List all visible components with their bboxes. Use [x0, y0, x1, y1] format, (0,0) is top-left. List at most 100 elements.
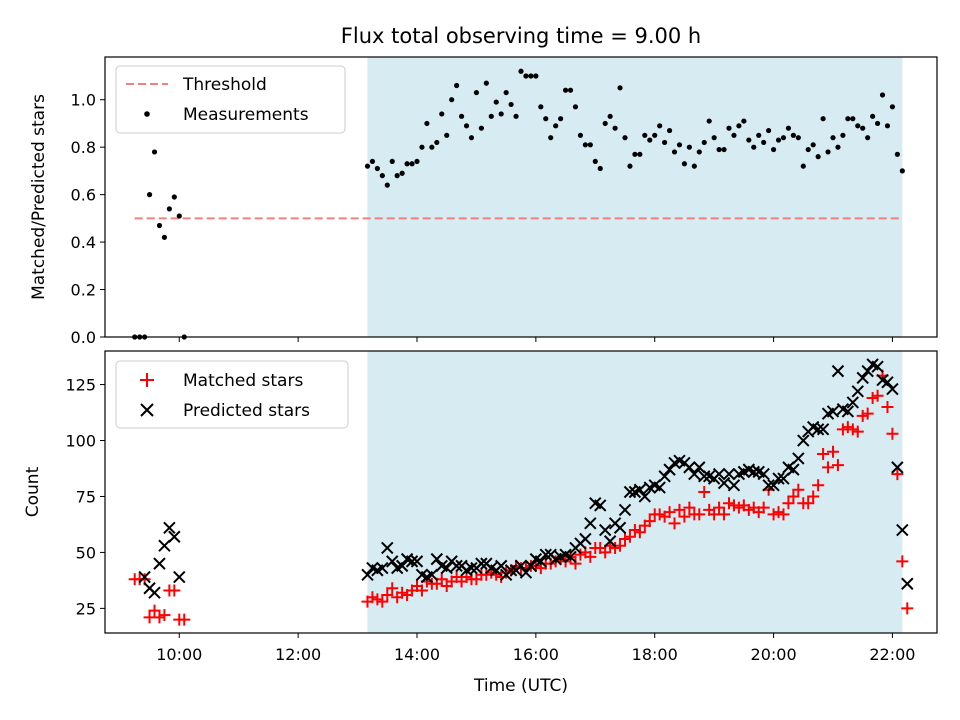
predicted-star-point — [173, 570, 186, 584]
measurement-point — [736, 123, 742, 129]
predicted-star-point — [722, 467, 736, 481]
predicted-star-point — [881, 376, 894, 389]
measurement-point — [637, 151, 643, 157]
predicted-star-point — [440, 561, 453, 575]
ratio-panel: 0.0 0.2 0.4 0.6 0.8 1.0 Matched/Predicted sta… — [29, 56, 938, 347]
measurement-point — [374, 165, 380, 172]
matched-star-point — [678, 510, 691, 523]
legend-matched-label: Matched stars — [183, 371, 303, 391]
count-y-axis-label: Count — [23, 466, 43, 517]
measurement-point — [364, 163, 371, 169]
predicted-star-point — [683, 461, 696, 474]
x-tick-label: 22:00 — [869, 645, 915, 664]
predicted-star-point — [475, 557, 488, 570]
matched-star-point — [643, 515, 656, 528]
x-tick-label: 18:00 — [632, 645, 678, 664]
predicted-star-point — [762, 479, 775, 492]
measurement-point — [775, 137, 782, 143]
measurement-point — [548, 135, 554, 141]
y-tick-label: 125 — [65, 376, 96, 395]
ratio-panel-shaded-span — [367, 57, 903, 337]
measurement-point — [711, 135, 717, 141]
matched-star-point — [623, 530, 636, 543]
x-axis-label: Time (UTC) — [473, 676, 568, 696]
count-panel: 25 50 75 100 125 10:00 12:00 14:00 16:00 18:00 20… — [23, 350, 938, 696]
matched-star-point — [831, 459, 844, 472]
legend-threshold-label: Threshold — [182, 75, 267, 95]
matched-star-point — [812, 479, 825, 492]
measurement-point — [151, 149, 158, 155]
measurement-point — [449, 97, 455, 103]
predicted-star-point — [787, 463, 800, 476]
measurement-point — [468, 135, 475, 141]
measurement-point — [696, 149, 702, 155]
matched-star-point — [683, 501, 696, 514]
matched-star-point — [807, 490, 820, 503]
predicted-star-point — [494, 559, 508, 573]
predicted-star-point — [777, 472, 790, 485]
measurement-point — [399, 170, 405, 176]
predicted-star-point — [430, 552, 444, 566]
predicted-star-point — [841, 405, 855, 418]
matched-star-point — [569, 557, 582, 570]
measurement-point — [899, 168, 905, 174]
matched-star-point — [777, 508, 790, 521]
count-legend: Matched stars Predicted stars — [115, 360, 349, 429]
measurement-point — [746, 137, 752, 143]
predicted-star-point — [163, 521, 176, 535]
measurement-point — [726, 125, 732, 131]
predicted-star-point — [663, 463, 676, 476]
matched-star-point — [663, 506, 676, 519]
measurement-point — [790, 132, 796, 138]
measurement-point — [498, 111, 504, 117]
measurement-point — [562, 87, 569, 93]
measurement-point — [671, 149, 678, 155]
predicted-star-point — [896, 523, 909, 537]
measurement-point — [553, 123, 559, 129]
predicted-star-point — [727, 479, 741, 492]
predicted-star-point — [564, 550, 577, 564]
measurement-point — [483, 80, 489, 86]
measurement-point — [770, 146, 777, 153]
predicted-star-point — [613, 521, 627, 535]
predicted-star-point — [361, 568, 374, 582]
y-tick-label: 0.2 — [71, 281, 96, 300]
predicted-star-point — [425, 568, 439, 582]
measurement-point — [602, 120, 608, 127]
matched-star-point — [851, 425, 864, 438]
measurement-point — [558, 116, 564, 122]
predicted-star-point — [717, 476, 731, 490]
predicted-star-point — [158, 539, 171, 552]
predicted-star-point — [901, 577, 914, 590]
predicted-star-point — [539, 548, 552, 561]
predicted-star-point — [386, 555, 399, 568]
x-tick-label: 10:00 — [156, 645, 202, 664]
measurement-point — [419, 144, 425, 150]
measurement-point — [404, 161, 410, 167]
predicted-star-point — [811, 423, 825, 436]
legend-matched-swatch — [140, 373, 154, 387]
predicted-star-point — [514, 559, 528, 573]
predicted-star-point — [138, 570, 151, 584]
measurement-point — [647, 137, 653, 143]
matched-star-point — [599, 546, 612, 559]
measurement-point — [731, 132, 737, 138]
measurement-point — [488, 113, 494, 119]
predicted-star-point — [594, 499, 607, 512]
matched-star-point — [822, 461, 835, 474]
predicted-star-point — [148, 586, 161, 599]
matched-star-point — [861, 407, 874, 420]
matched-star-point — [168, 584, 181, 597]
measurement-point — [528, 73, 534, 79]
measurement-point — [830, 135, 836, 141]
legend-measurements-swatch — [144, 111, 150, 117]
matched-star-point — [178, 613, 191, 626]
y-tick-label: 1.0 — [71, 91, 96, 110]
measurement-point — [815, 154, 821, 160]
matched-star-point — [886, 427, 899, 440]
measurement-point — [577, 132, 584, 138]
predicted-star-point — [376, 561, 389, 575]
measurement-point — [409, 161, 415, 167]
predicted-star-point — [698, 470, 711, 483]
